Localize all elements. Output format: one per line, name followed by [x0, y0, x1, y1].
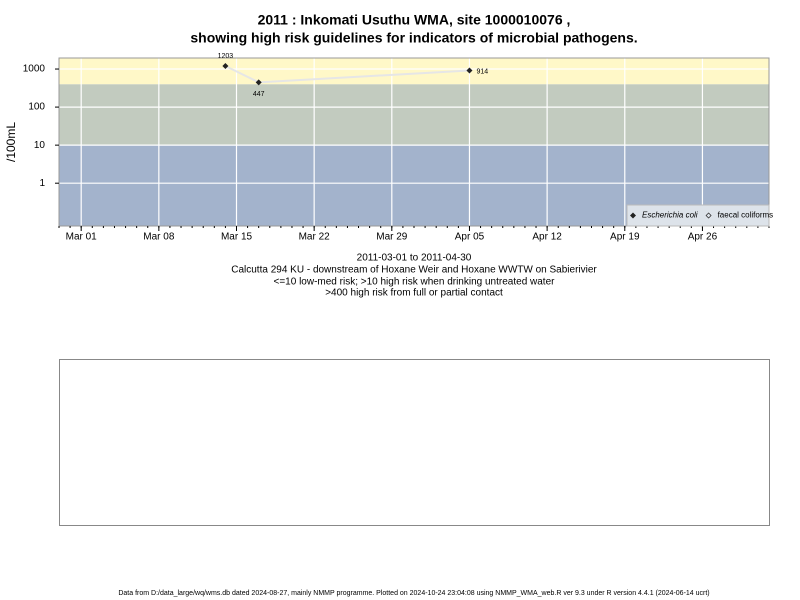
legend-box	[626, 204, 770, 227]
y-tick-label: 100	[28, 102, 45, 113]
legend-marker	[705, 212, 712, 219]
data-point	[255, 79, 262, 86]
x-tick-label: Mar 01	[66, 232, 98, 243]
x-tick-label: Mar 08	[143, 232, 175, 243]
legend-label: Escherichia coli	[642, 211, 698, 220]
y-tick-label: 1	[39, 178, 45, 189]
chart-title: 2011 : Inkomati Usuthu WMA, site 1000010…	[258, 12, 571, 28]
legend-label: faecal coliforms	[718, 211, 774, 220]
y-axis-label: /100mL	[4, 122, 18, 162]
data-label: 914	[476, 68, 488, 75]
data-point	[466, 67, 473, 74]
x-axis-label: >400 high risk from full or partial cont…	[325, 288, 503, 299]
x-axis-label: <=10 low-med risk; >10 high risk when dr…	[274, 277, 556, 288]
y-tick-label: 10	[34, 140, 46, 151]
x-tick-label: Apr 05	[455, 232, 485, 243]
chart-title: showing high risk guidelines for indicat…	[190, 30, 637, 46]
data-label: 447	[253, 91, 265, 98]
x-tick-label: Apr 12	[532, 232, 562, 243]
x-tick-label: Mar 22	[299, 232, 331, 243]
x-tick-label: Apr 26	[688, 232, 718, 243]
risk-band	[59, 58, 769, 85]
empty-panel	[59, 359, 770, 526]
x-tick-label: Apr 19	[610, 232, 640, 243]
x-tick-label: Mar 15	[221, 232, 253, 243]
risk-band	[59, 84, 769, 146]
data-point	[222, 62, 229, 69]
x-axis-label: 2011-03-01 to 2011-04-30	[357, 253, 472, 264]
legend-marker	[630, 212, 636, 219]
data-label: 1203	[218, 53, 234, 60]
y-tick-label: 1000	[23, 64, 46, 75]
x-axis-label: Calcutta 294 KU - downstream of Hoxane W…	[231, 265, 597, 276]
x-tick-label: Mar 29	[376, 232, 408, 243]
footer: Data from D:/data_large/wq/wms.db dated …	[118, 590, 709, 597]
